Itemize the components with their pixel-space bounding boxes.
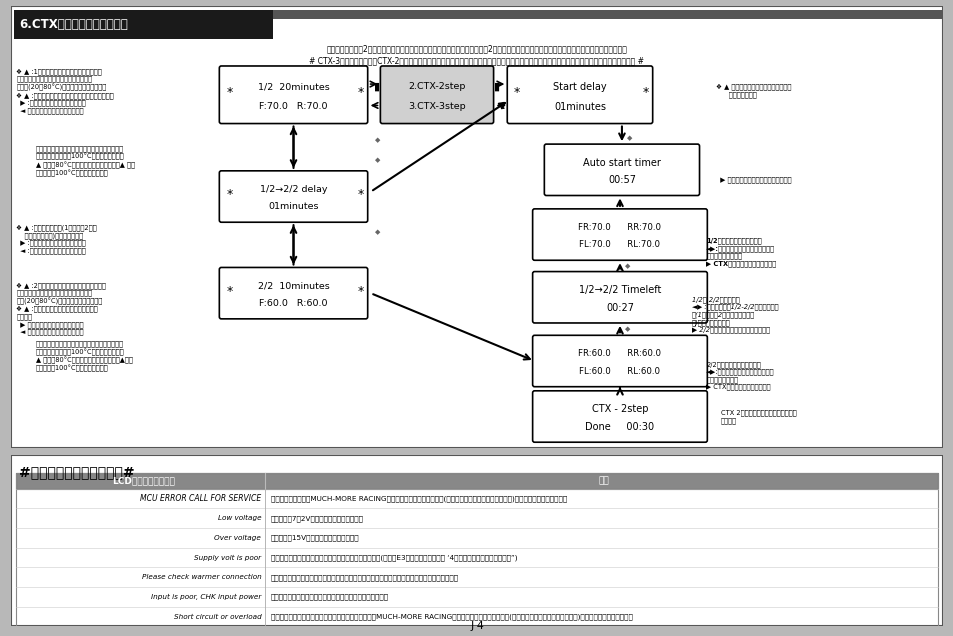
Text: ▮: ▮ [374, 82, 380, 92]
FancyBboxPatch shape [532, 335, 706, 387]
Text: FR:60.0      RR:60.0: FR:60.0 RR:60.0 [578, 349, 660, 359]
Text: ▶ カウントダウンをスキップします。: ▶ カウントダウンをスキップします。 [716, 176, 791, 183]
Text: Done     00:30: Done 00:30 [585, 422, 654, 432]
Text: MCU ERROR CALL FOR SERVICE: MCU ERROR CALL FOR SERVICE [140, 494, 261, 503]
Text: 6.CTXステップウォーミング: 6.CTXステップウォーミング [19, 18, 128, 31]
FancyBboxPatch shape [507, 66, 652, 123]
Text: 00:27: 00:27 [605, 303, 634, 313]
Text: *: * [226, 284, 233, 298]
Text: 修理サービスの為にMUCH-MORE RACINGもしくはマッチモアジャパン(もしくはマッチモアの輸入代理店)に商品をお送りください。: 修理サービスの為にMUCH-MORE RACINGもしくはマッチモアジャパン(も… [271, 495, 567, 502]
Text: 2/2ステップ・ウォーミング
◄▶:現在のステップおよび経過タイ
ムを確認できます
▶ CTXウォーミングを止めます: 2/2ステップ・ウォーミング ◄▶:現在のステップおよび経過タイ ムを確認できま… [705, 361, 774, 391]
Text: ❖ ▲ :2番目のウォーミング時間を設定してく
ださい。フロントおよびリヤタイヤの設定
温度(20～80°C)をセットしてください。
❖ ▲ :フロントもしくは: ❖ ▲ :2番目のウォーミング時間を設定してく ださい。フロントおよびリヤタイヤ… [16, 282, 106, 335]
Text: FR:70.0      RR:70.0: FR:70.0 RR:70.0 [578, 223, 660, 232]
Text: ◆: ◆ [375, 137, 379, 143]
Text: # CTX-3ステップモードはCTX-2ステップモードに一回分ステップを増やしたものであり、より高度なタイヤセットアップに対応するモードです。 #: # CTX-3ステップモードはCTX-2ステップモードに一回分ステップを増やした… [309, 57, 644, 66]
Text: FL:60.0      RL:60.0: FL:60.0 RL:60.0 [578, 367, 659, 376]
Text: 1/2と 2/2のディレイ
◄▶ :温度もしくは1/2-2/2ディレイタイ
ム(1番目と、2番目の間の待機時
間)を確認できます。
▶ 2/2へのディレイをスキ: 1/2と 2/2のディレイ ◄▶ :温度もしくは1/2-2/2ディレイタイ ム(… [691, 296, 778, 333]
Text: ◆: ◆ [626, 135, 632, 141]
FancyBboxPatch shape [532, 272, 706, 323]
Text: Over voltage: Over voltage [214, 535, 261, 541]
Text: Low voltage: Low voltage [217, 515, 261, 522]
Text: CTX 2ステップウォーミングが終了し
ました。: CTX 2ステップウォーミングが終了し ました。 [720, 410, 796, 424]
Text: ◆: ◆ [375, 158, 379, 163]
Text: ワイヤー部分がショートしている可能性があります。MUCH-MORE RACINGもしくはマッチモアジャパン(もしくはマッチモアの輸入代理店)に商品をお送りくださ: ワイヤー部分がショートしている可能性があります。MUCH-MORE RACING… [271, 613, 632, 620]
Text: 入力電圧が7．2Vよりも低くなっています。: 入力電圧が7．2Vよりも低くなっています。 [271, 515, 364, 522]
Text: 01minutes: 01minutes [268, 202, 318, 211]
Text: *: * [357, 86, 364, 99]
Text: ❖ ▲ オートスタートタイマーをセット
      してください。: ❖ ▲ オートスタートタイマーをセット してください。 [716, 83, 791, 98]
FancyBboxPatch shape [544, 144, 699, 195]
Text: F:70.0   R:70.0: F:70.0 R:70.0 [259, 102, 328, 111]
Bar [16, 473, 937, 626]
Text: 1/2→2/2 Timeleft: 1/2→2/2 Timeleft [578, 285, 660, 295]
Text: 1/2ステップ・ウォーミング
◄▶:現在のステップおよび経過タイ
ムを確認できます。
▶ CTXウォーミングを止めます。: 1/2ステップ・ウォーミング ◄▶:現在のステップおよび経過タイ ムを確認できま… [705, 238, 776, 267]
Text: Supply volt is poor: Supply volt is poor [194, 555, 261, 560]
Text: Auto start timer: Auto start timer [582, 158, 660, 168]
Text: Input is poor, CHK input power: Input is poor, CHK input power [151, 594, 261, 600]
Text: 2.CTX-2step: 2.CTX-2step [408, 82, 465, 91]
Text: 3.CTX-3step: 3.CTX-3step [408, 102, 465, 111]
Text: Short circuit or overload: Short circuit or overload [173, 614, 261, 619]
Text: *: * [226, 188, 233, 201]
FancyBboxPatch shape [532, 391, 706, 442]
Text: J 4: J 4 [470, 621, 483, 631]
FancyBboxPatch shape [219, 66, 367, 123]
FancyBboxPatch shape [532, 209, 706, 260]
Text: CTX - 2step: CTX - 2step [591, 404, 647, 415]
Text: ウォーマーの接続が外れています。ワイヤーが外れているか、破損している可能性があります。: ウォーマーの接続が外れています。ワイヤーが外れているか、破損している可能性があり… [271, 574, 458, 581]
Bar [16, 473, 937, 488]
Text: このモードでは、2ステップによりタイヤを温めることができます。タイヤに2種類の違ったグリップ剤を使用する場合、とても便利な機能です: このモードでは、2ステップによりタイヤを温めることができます。タイヤに2種類の違… [326, 45, 627, 53]
Text: 1/2  20minutes: 1/2 20minutes [257, 82, 329, 91]
Text: 入力が十分ではありません。入力部分の確認をして下さい。: 入力が十分ではありません。入力部分の確認をして下さい。 [271, 593, 389, 600]
Text: *: * [642, 86, 648, 99]
Text: 00:57: 00:57 [607, 175, 636, 185]
Text: F:60.0   R:60.0: F:60.0 R:60.0 [259, 299, 328, 308]
Text: FL:70.0      RL:70.0: FL:70.0 RL:70.0 [578, 240, 659, 249]
Bar [14, 10, 273, 39]
FancyBboxPatch shape [219, 171, 367, 222]
Text: *: * [357, 284, 364, 298]
Text: ❖ ▲ :1番目のウォーミング時間を設定して
ください。フロントおよびリヤタイヤの設
定温度(20～80°C)をセットしてください。
❖ ▲ :フロントもしくは: ❖ ▲ :1番目のウォーミング時間を設定して ください。フロントおよびリヤタイヤ… [16, 68, 113, 114]
Text: 2/2  10minutes: 2/2 10minutes [257, 282, 329, 291]
Text: ❖ ▲ :ディレイタイム(1番目と、2番目
    の間の待機時間)を設定します。
  ▶ :次のセットアップへ進みます。
  ◄ :前のセットアップへ戻ります: ❖ ▲ :ディレイタイム(1番目と、2番目 の間の待機時間)を設定します。 ▶ … [16, 225, 97, 254]
Text: *: * [357, 188, 364, 201]
Text: LCDディスプレイ表示: LCDディスプレイ表示 [112, 476, 174, 485]
Text: #トラブルシューティング#: #トラブルシューティング# [19, 465, 134, 479]
Text: ▮: ▮ [493, 82, 499, 92]
Text: 原因: 原因 [598, 476, 609, 485]
Text: J 4: J 4 [470, 469, 483, 479]
FancyBboxPatch shape [219, 268, 367, 319]
Text: Please check warmer connection: Please check warmer connection [141, 574, 261, 580]
Text: コースあるいは天候の状況によって、より高温な
設定が必要な時は、100°C設定が可能です。
▲ キーで80°Cまで設定を上げ、もう一度▲キー
を押すと、100°: コースあるいは天候の状況によって、より高温な 設定が必要な時は、100°C設定が… [36, 340, 132, 373]
Text: ◆: ◆ [624, 326, 630, 332]
Text: 01minutes: 01minutes [554, 102, 605, 111]
Text: ◆: ◆ [375, 230, 379, 235]
FancyBboxPatch shape [380, 66, 493, 123]
Bar [273, 10, 942, 18]
Text: 入力電圧が15Vよりも高くなっています。: 入力電圧が15Vよりも高くなっています。 [271, 535, 359, 541]
Text: *: * [514, 86, 519, 99]
Text: *: * [226, 86, 233, 99]
Text: ◆: ◆ [624, 263, 630, 270]
Text: 入力電圧がインプットアラーム設定値よりが低いです。(ページE3を参考にして下さい ‘4ユーザーセットアップモード”): 入力電圧がインプットアラーム設定値よりが低いです。(ページE3を参考にして下さい… [271, 554, 517, 561]
Text: コースあるいは天候の状況によって、より高温な
設定が必要な時は、100°C設定が可能です。
▲ キーで80°Cまで設定を上げ、もう一度▲ キー
を押すと、100: コースあるいは天候の状況によって、より高温な 設定が必要な時は、100°C設定が… [36, 145, 134, 177]
Text: 1/2→2/2 delay: 1/2→2/2 delay [259, 185, 327, 194]
Text: Start delay: Start delay [553, 82, 606, 92]
